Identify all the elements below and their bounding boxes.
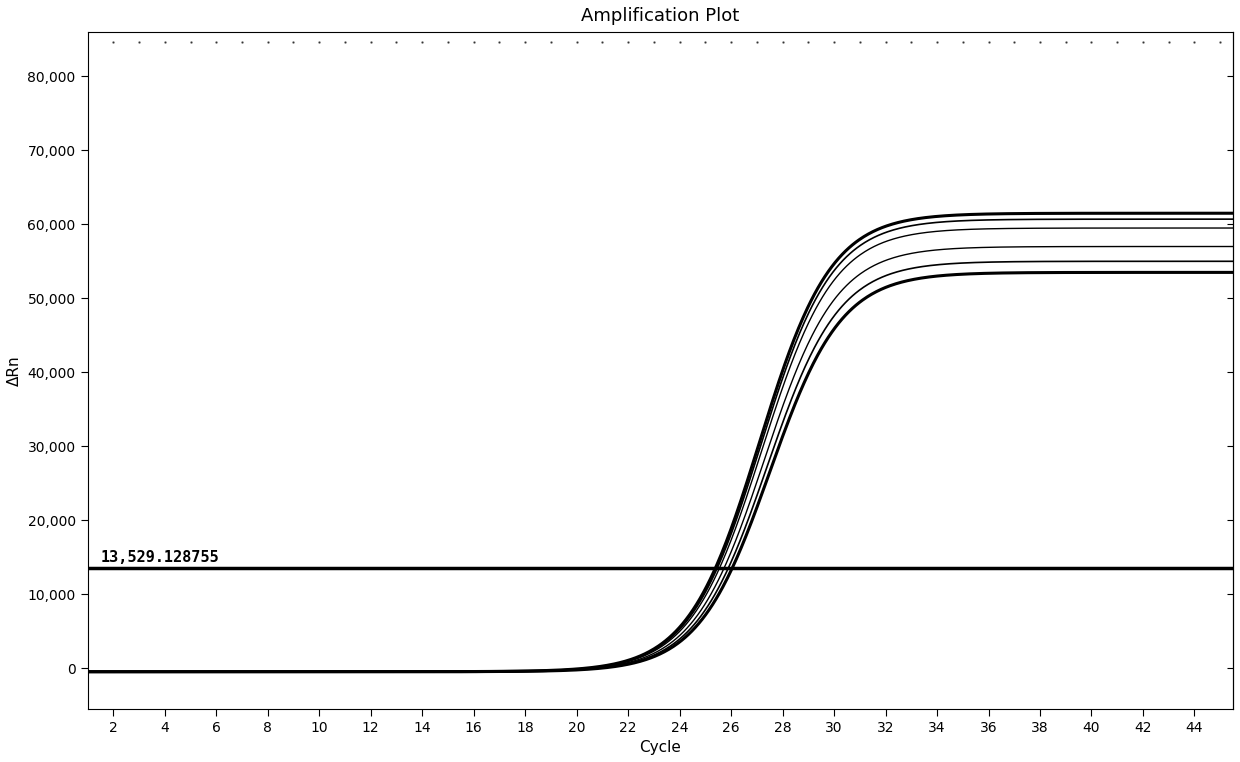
Text: 13,529.128755: 13,529.128755 (100, 550, 219, 565)
X-axis label: Cycle: Cycle (640, 740, 681, 755)
Title: Amplification Plot: Amplification Plot (582, 7, 739, 25)
Y-axis label: ΔRn: ΔRn (7, 355, 22, 386)
